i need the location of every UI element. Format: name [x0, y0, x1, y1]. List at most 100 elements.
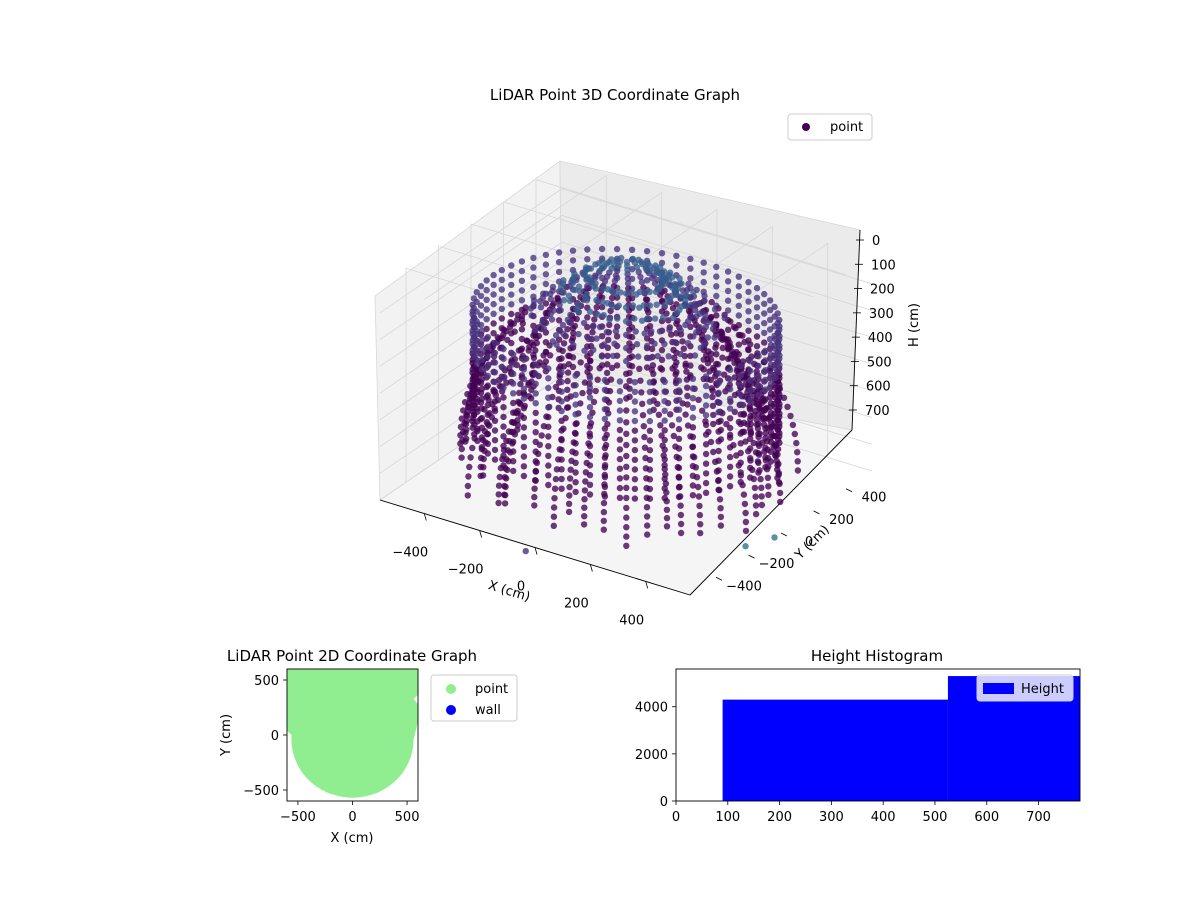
data-point-3d — [498, 315, 505, 322]
data-point-3d — [701, 316, 708, 323]
x-tick-label-2d: 0 — [348, 810, 356, 825]
data-point-3d — [656, 328, 664, 335]
data-point-3d — [514, 421, 521, 429]
data-point-3d — [498, 296, 505, 303]
x-axis-label-2d: X (cm) — [331, 831, 374, 846]
data-point-3d — [767, 434, 775, 441]
data-point-3d — [484, 421, 491, 428]
data-point-3d — [609, 303, 616, 310]
data-point-3d — [631, 476, 639, 483]
data-point-3d — [644, 342, 651, 350]
data-point-3d — [675, 425, 683, 433]
data-point-3d — [603, 369, 611, 377]
x-tick-label-3d: 400 — [619, 613, 644, 628]
x-tick-label-hist: 100 — [715, 810, 740, 825]
data-point-3d — [661, 388, 668, 395]
data-point-3d — [726, 376, 734, 383]
data-point-3d — [753, 343, 761, 350]
data-point-3d — [710, 448, 717, 456]
plot-hist-frame — [675, 668, 1081, 802]
data-point-3d — [564, 369, 572, 376]
data-point-3d — [600, 526, 607, 533]
data-point-3d — [623, 504, 630, 512]
data-point-3d — [461, 399, 469, 406]
data-point-3d — [677, 502, 684, 509]
data-point-3d — [490, 320, 497, 327]
data-point-3d — [600, 499, 608, 507]
data-point-3d — [498, 286, 505, 293]
data-point-3d — [726, 453, 734, 461]
data-point-3d — [747, 358, 754, 365]
data-point-3d — [572, 488, 579, 496]
data-point-3d — [715, 438, 722, 445]
data-point-3d — [623, 419, 630, 426]
data-point-3d — [611, 277, 619, 284]
data-point-3d — [547, 290, 554, 298]
data-point-3d — [520, 434, 528, 441]
data-point-3d — [532, 370, 539, 378]
data-point-3d — [629, 302, 637, 309]
data-point-3d — [689, 433, 697, 441]
grid-line-z — [379, 241, 873, 367]
data-point-3d — [708, 350, 715, 357]
data-point-3d — [623, 383, 630, 390]
data-point-3d — [590, 398, 598, 406]
data-point-3d — [616, 494, 624, 501]
data-point-3d — [623, 357, 630, 365]
data-point-3d — [642, 296, 650, 303]
data-point-3d — [586, 404, 594, 411]
data-point-3d — [531, 327, 539, 334]
data-point-3d — [663, 498, 670, 505]
data-point-3d — [623, 441, 630, 449]
data-point-3d — [646, 408, 654, 415]
data-point-3d — [526, 343, 533, 351]
data-point-3d — [739, 481, 746, 489]
data-point-3d — [483, 316, 490, 323]
data-point-3d — [735, 341, 742, 348]
data-point-3d — [628, 266, 636, 273]
data-point-3d — [654, 352, 661, 360]
data-point-3d — [564, 404, 572, 411]
data-point-3d — [648, 366, 655, 374]
data-point-3d — [545, 433, 552, 440]
data-point-3d — [641, 288, 648, 296]
data-point-3d — [520, 453, 528, 460]
data-point-3d — [545, 404, 552, 411]
data-point-3d — [731, 408, 738, 416]
data-point-3d — [745, 327, 752, 334]
data-point-3d — [510, 380, 517, 387]
data-point-3d — [530, 254, 537, 262]
data-point-3d — [762, 386, 769, 393]
data-point-3d — [608, 294, 616, 302]
data-point-3d — [755, 430, 762, 437]
y-tick-label-hist: 0 — [660, 795, 668, 810]
data-point-3d — [784, 403, 791, 410]
data-point-3d — [510, 390, 517, 397]
data-point-3d — [749, 466, 756, 473]
data-point-3d — [747, 367, 754, 375]
data-point-3d — [652, 288, 660, 296]
data-point-3d — [636, 365, 643, 372]
data-point-3d — [503, 379, 510, 386]
data-point-3d — [601, 406, 609, 413]
data-point-3d — [464, 482, 472, 490]
data-point-3d — [726, 444, 734, 451]
data-point-3d — [780, 394, 788, 401]
data-point-3d — [733, 452, 740, 459]
data-point-3d — [750, 475, 757, 483]
data-point-3d — [581, 379, 589, 386]
data-point-3d — [572, 469, 579, 476]
data-point-3d — [628, 246, 636, 253]
data-point-3d — [560, 330, 567, 337]
grid-line-y — [503, 201, 814, 416]
data-point-3d — [675, 377, 683, 384]
chart-2d-title: LiDAR Point 2D Coordinate Graph — [227, 647, 477, 665]
data-point-3d — [520, 424, 528, 431]
data-point-3d — [715, 399, 722, 406]
data-point-3d — [586, 452, 594, 459]
z-tick-label-3d: 600 — [866, 380, 891, 395]
data-point-3d — [586, 394, 594, 401]
data-point-3d — [586, 442, 594, 450]
data-point-3d — [622, 290, 630, 297]
